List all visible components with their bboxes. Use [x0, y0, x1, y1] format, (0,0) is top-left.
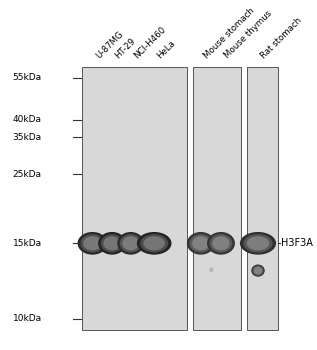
Ellipse shape	[117, 232, 144, 255]
Ellipse shape	[212, 236, 230, 250]
Ellipse shape	[187, 232, 215, 255]
Ellipse shape	[192, 236, 210, 250]
Text: 40kDa: 40kDa	[13, 115, 42, 124]
Ellipse shape	[210, 234, 232, 253]
Text: H3F3A: H3F3A	[281, 238, 313, 248]
Ellipse shape	[240, 232, 276, 255]
Text: 35kDa: 35kDa	[13, 133, 42, 142]
Ellipse shape	[251, 265, 265, 277]
Text: HT-29: HT-29	[113, 36, 138, 60]
Ellipse shape	[143, 236, 165, 250]
Text: Mouse thymus: Mouse thymus	[223, 9, 274, 60]
Text: 15kDa: 15kDa	[13, 239, 42, 248]
Ellipse shape	[137, 232, 171, 255]
Text: 10kDa: 10kDa	[13, 314, 42, 323]
Bar	[82, 66, 187, 330]
Ellipse shape	[207, 232, 235, 255]
Text: HeLa: HeLa	[156, 38, 178, 60]
Ellipse shape	[122, 236, 139, 250]
Ellipse shape	[253, 266, 263, 275]
Text: Mouse stomach: Mouse stomach	[202, 6, 257, 60]
Text: NCI-H460: NCI-H460	[132, 25, 168, 60]
Text: 55kDa: 55kDa	[13, 74, 42, 82]
Ellipse shape	[247, 236, 269, 250]
Ellipse shape	[120, 234, 142, 253]
Ellipse shape	[190, 234, 212, 253]
Ellipse shape	[80, 234, 105, 253]
Ellipse shape	[83, 236, 102, 250]
Ellipse shape	[209, 267, 214, 272]
Text: U-87MG: U-87MG	[94, 29, 125, 60]
Text: Rat stomach: Rat stomach	[260, 16, 304, 60]
Ellipse shape	[98, 232, 126, 255]
Ellipse shape	[243, 234, 273, 253]
Bar	[193, 66, 242, 330]
Ellipse shape	[254, 267, 262, 274]
Ellipse shape	[103, 236, 121, 250]
Bar	[247, 66, 278, 330]
Ellipse shape	[140, 234, 168, 253]
Ellipse shape	[78, 232, 107, 255]
Ellipse shape	[101, 234, 123, 253]
Text: 25kDa: 25kDa	[13, 170, 42, 179]
